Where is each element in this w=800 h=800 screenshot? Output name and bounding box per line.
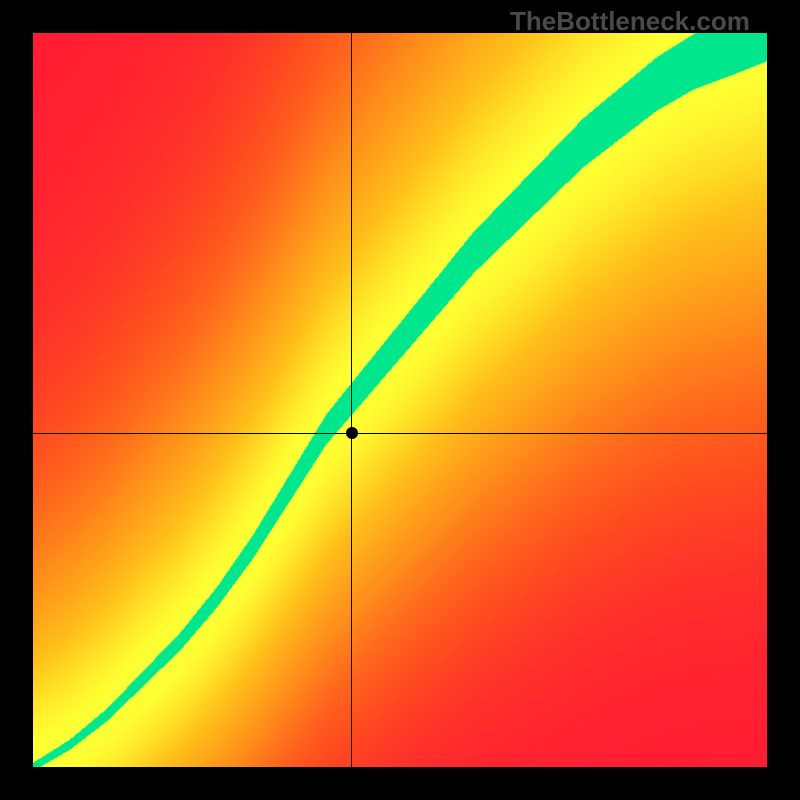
watermark-text: TheBottleneck.com	[510, 6, 750, 37]
crosshair-vertical	[351, 33, 352, 767]
bottleneck-heatmap	[33, 33, 767, 767]
crosshair-horizontal	[33, 433, 767, 434]
crosshair-marker	[346, 427, 358, 439]
